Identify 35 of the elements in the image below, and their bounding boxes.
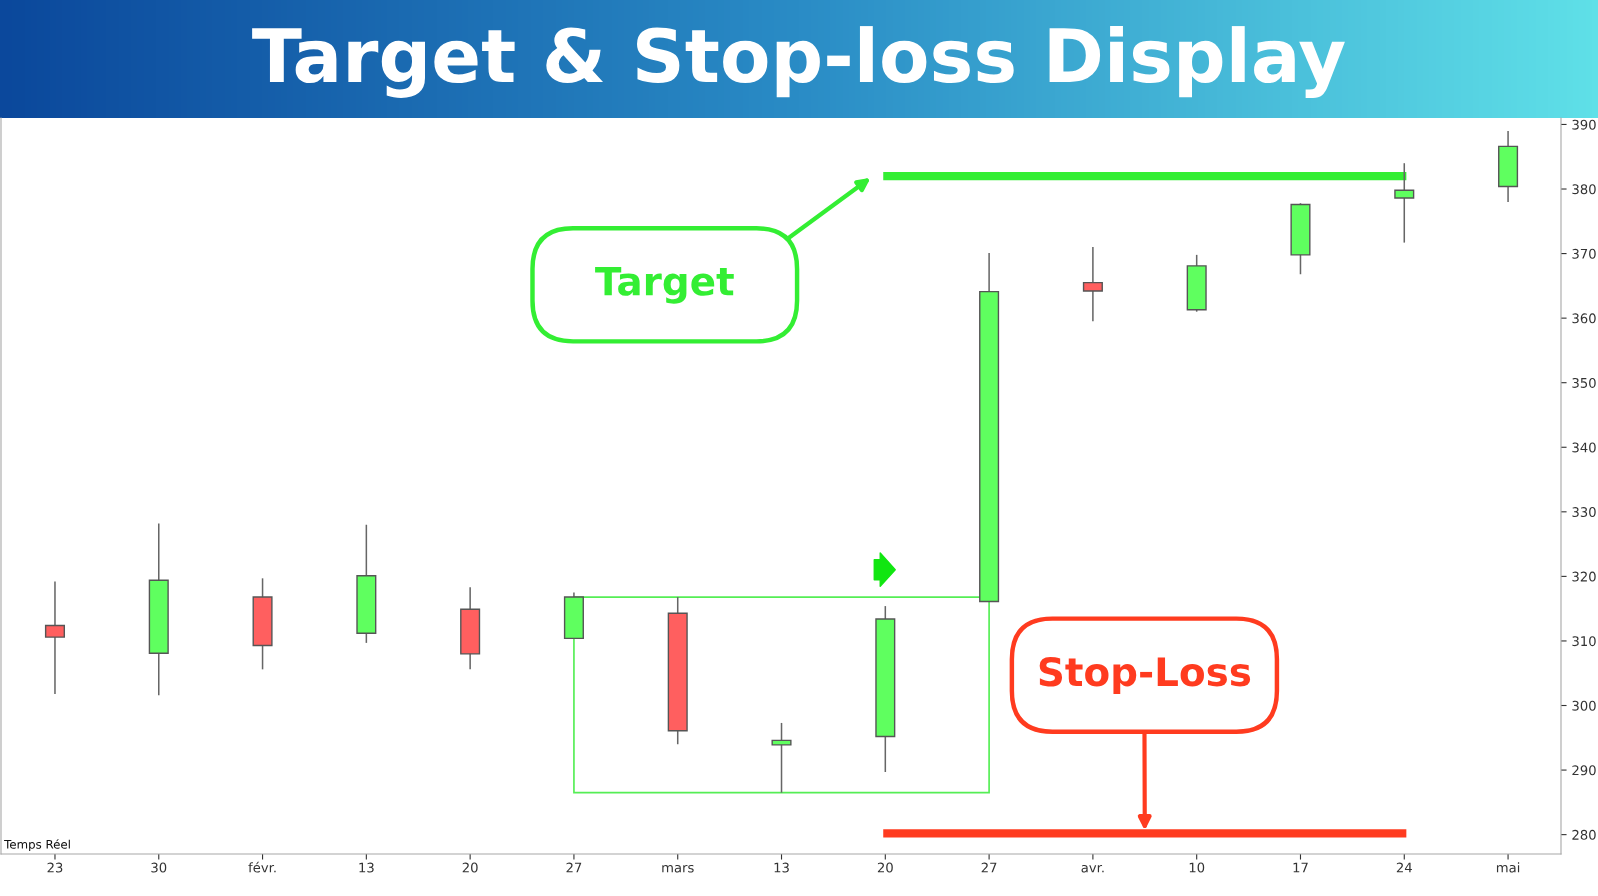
candlestick (1394, 162, 1415, 244)
candlestick (771, 722, 792, 794)
ref-line-label: Target (595, 266, 734, 304)
x-tick-label: mai (1496, 862, 1520, 873)
y-tick-label: 280 (1572, 829, 1596, 840)
annotation: Temps Réel (4, 839, 70, 852)
x-tick-label: févr. (248, 861, 276, 873)
x-tick-label: 10 (1189, 862, 1205, 873)
y-tick-label: 300 (1572, 700, 1596, 711)
y-tick-label: 330 (1572, 507, 1596, 518)
x-tick-label: 13 (774, 862, 789, 873)
y-tick-label: 360 (1572, 313, 1596, 324)
x-tick-label: 27 (981, 862, 997, 873)
x-tick-label: 13 (359, 862, 374, 873)
y-tick-label: 310 (1572, 636, 1596, 647)
y-tick-label: 340 (1572, 442, 1596, 453)
ref-line-label: Stop-Loss (1039, 657, 1251, 694)
y-tick-label: 320 (1572, 571, 1596, 582)
candlestick (1082, 246, 1103, 323)
x-tick-label: 17 (1293, 862, 1308, 873)
x-tick-label: 27 (566, 862, 582, 873)
y-tick-label: 350 (1572, 377, 1596, 388)
y-tick-label: 290 (1572, 765, 1596, 776)
candlestick (44, 580, 66, 695)
x-tick-label: 20 (462, 862, 478, 873)
x-tick-label: 24 (1396, 862, 1412, 873)
chart-title: Target & Stop-loss Display (252, 26, 1345, 98)
x-tick-label: mars (662, 864, 694, 873)
x-tick-label: 23 (47, 862, 63, 873)
x-tick-label: 30 (151, 862, 167, 873)
y-tick-label: 370 (1572, 248, 1596, 259)
x-tick-label: avr. (1081, 864, 1104, 873)
y-tick-label: 380 (1572, 184, 1596, 195)
x-tick-label: 20 (877, 862, 893, 873)
y-tick-label: 390 (1572, 119, 1596, 130)
